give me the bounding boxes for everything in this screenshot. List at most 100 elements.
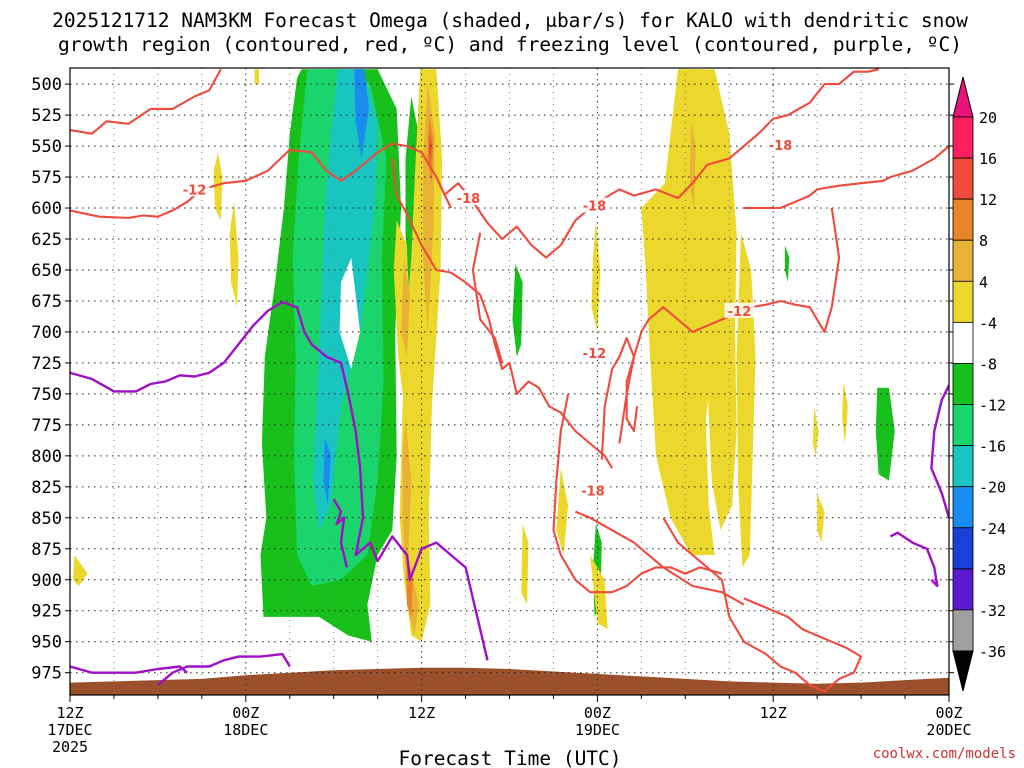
y-tick-label-700: 700 bbox=[31, 323, 62, 343]
colorbar-label-12: -32 bbox=[979, 602, 1006, 620]
colorbar-band-10 bbox=[952, 527, 974, 570]
x-tick-label-3-0: 00Z bbox=[584, 704, 611, 722]
x-tick-label-0-2: 2025 bbox=[52, 738, 88, 756]
red-contour-5 bbox=[743, 145, 949, 210]
red-contour-10 bbox=[625, 331, 643, 433]
omega-region-8 bbox=[323, 437, 331, 506]
y-tick-label-600: 600 bbox=[31, 199, 62, 219]
x-tick-label-1-0: 00Z bbox=[232, 704, 259, 722]
colorbar-top-arrow bbox=[952, 76, 974, 118]
x-tick-label-3-1: 19DEC bbox=[575, 721, 620, 739]
colorbar-label-2: 12 bbox=[979, 191, 997, 209]
contour-label-5: -12 bbox=[583, 347, 607, 362]
colorbar-band-3 bbox=[952, 239, 974, 282]
x-tick-label-4-0: 12Z bbox=[760, 704, 787, 722]
colorbar-band-4 bbox=[952, 280, 974, 323]
y-tick-label-550: 550 bbox=[31, 137, 62, 157]
contour-label-1: -18 bbox=[457, 192, 481, 207]
omega-region-0 bbox=[213, 152, 223, 221]
purple-contour-5 bbox=[889, 531, 939, 588]
colorbar-label-5: -4 bbox=[979, 314, 997, 332]
red-contour-2 bbox=[391, 158, 614, 469]
y-tick-label-900: 900 bbox=[31, 571, 62, 591]
y-tick-label-825: 825 bbox=[31, 478, 62, 498]
y-tick-label-775: 775 bbox=[31, 416, 62, 436]
omega-region-14 bbox=[401, 257, 410, 357]
colorbar-label-1: 16 bbox=[979, 150, 997, 168]
contour-labels: -12 -18 -18 -18 -12 -12 -18 bbox=[179, 136, 796, 500]
omega-shading bbox=[72, 69, 895, 642]
omega-region-3 bbox=[254, 69, 259, 85]
contour-label-0: -12 bbox=[183, 183, 207, 198]
red-contour-0 bbox=[70, 68, 222, 135]
colorbar-band-5 bbox=[952, 321, 974, 364]
purple-contour-4 bbox=[930, 384, 949, 519]
contour-label-bg-5 bbox=[579, 345, 610, 360]
x-tick-label-0-0: 12Z bbox=[56, 704, 83, 722]
omega-region-27 bbox=[736, 232, 756, 568]
colorbar-label-7: -12 bbox=[979, 397, 1006, 415]
source-credit: coolwx.com/models bbox=[872, 746, 1016, 762]
contour-label-bg-4 bbox=[724, 302, 755, 318]
colorbar-band-8 bbox=[952, 445, 974, 488]
omega-region-7 bbox=[354, 69, 369, 159]
y-tick-label-625: 625 bbox=[31, 230, 62, 250]
colorbar-band-0 bbox=[952, 116, 974, 159]
contour-label-3: -18 bbox=[769, 139, 793, 154]
y-tick-label-975: 975 bbox=[31, 664, 62, 684]
colorbar-band-9 bbox=[952, 486, 974, 529]
purple-contour-1 bbox=[70, 665, 188, 674]
omega-region-9 bbox=[339, 257, 361, 370]
x-tick-label-5-0: 00Z bbox=[935, 704, 962, 722]
red-contour-1 bbox=[70, 142, 452, 219]
colorbar-label-13: -36 bbox=[979, 643, 1006, 661]
red-contour-4 bbox=[471, 232, 504, 364]
colorbar-legend: 20 16 12 8 4 -4 -8 -12 -16 -20 -24 -28 -32 -36 bbox=[952, 76, 1006, 692]
omega-region-17 bbox=[428, 133, 432, 165]
grid-lines bbox=[70, 68, 949, 695]
omega-region-19 bbox=[512, 263, 523, 357]
chart-title-line2: growth region (contoured, red, ºC) and f… bbox=[58, 33, 962, 56]
dendritic-growth-contours bbox=[70, 68, 949, 693]
y-tick-label-725: 725 bbox=[31, 354, 62, 374]
colorbar-label-10: -24 bbox=[979, 520, 1006, 538]
purple-contour-2 bbox=[157, 652, 291, 687]
contour-label-bg-0 bbox=[179, 181, 210, 197]
y-tick-label-500: 500 bbox=[31, 75, 62, 95]
red-contour-9 bbox=[640, 207, 841, 333]
colorbar-bottom-arrow bbox=[952, 650, 974, 692]
y-axis: 500 525 550 575 600 625 650 675 700 725 750 775 800 8… bbox=[31, 75, 954, 684]
chart-title-line1: 2025121712 NAM3KM Forecast Omega (shaded… bbox=[52, 9, 968, 32]
omega-region-32 bbox=[875, 387, 895, 481]
x-tick-label-0-1: 17DEC bbox=[47, 721, 92, 739]
y-tick-label-850: 850 bbox=[31, 509, 62, 529]
colorbar-label-0: 20 bbox=[979, 109, 997, 127]
x-tick-label-1-1: 18DEC bbox=[223, 721, 268, 739]
colorbar-band-6 bbox=[952, 363, 974, 405]
contour-label-2: -18 bbox=[583, 200, 607, 215]
red-contour-8 bbox=[574, 510, 745, 606]
y-tick-label-875: 875 bbox=[31, 540, 62, 560]
omega-region-26 bbox=[679, 69, 737, 531]
colorbar-label-6: -8 bbox=[979, 355, 997, 373]
purple-contour-3 bbox=[332, 498, 349, 568]
omega-region-29 bbox=[812, 406, 819, 456]
x-axis-label: Forecast Time (UTC) bbox=[398, 747, 621, 768]
omega-region-21 bbox=[591, 220, 601, 332]
colorbar-label-3: 8 bbox=[979, 232, 988, 250]
purple-contour-0 bbox=[70, 301, 489, 661]
colorbar-label-11: -28 bbox=[979, 561, 1006, 579]
plot-frame bbox=[69, 67, 950, 696]
colorbar-label-9: -20 bbox=[979, 479, 1006, 497]
y-tick-label-675: 675 bbox=[31, 292, 62, 312]
y-tick-label-575: 575 bbox=[31, 168, 62, 188]
y-tick-label-925: 925 bbox=[31, 602, 62, 622]
red-contour-7 bbox=[552, 393, 723, 594]
contour-label-bg-6 bbox=[578, 482, 609, 498]
omega-region-22 bbox=[521, 524, 529, 605]
y-tick-label-750: 750 bbox=[31, 385, 62, 405]
omega-region-28 bbox=[689, 121, 696, 208]
omega-region-30 bbox=[842, 381, 848, 444]
terrain-surface bbox=[70, 667, 949, 695]
